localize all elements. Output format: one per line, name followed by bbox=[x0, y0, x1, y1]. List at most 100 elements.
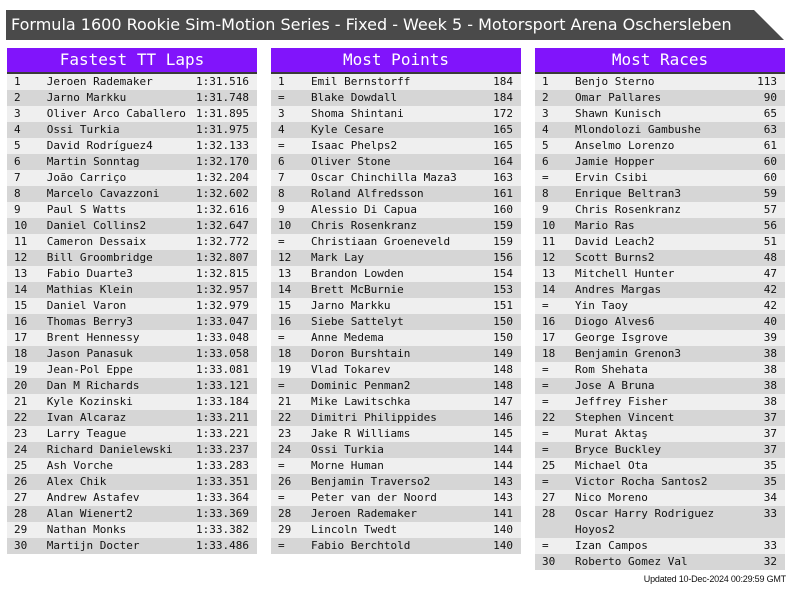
table-row: = Morne Human 144 bbox=[271, 458, 521, 474]
rank-cell: 7 bbox=[278, 171, 285, 184]
value-cell: 159 bbox=[493, 219, 513, 232]
rank-cell: 11 bbox=[542, 235, 556, 248]
rank-cell: 17 bbox=[542, 331, 556, 344]
value-cell: 1:33.486 bbox=[196, 539, 249, 552]
name-cell: Yin Taoy bbox=[575, 299, 628, 312]
rank-cell: 6 bbox=[14, 155, 21, 168]
rank-cell: = bbox=[278, 235, 285, 248]
value-cell: 1:33.048 bbox=[196, 331, 249, 344]
name-cell: Richard Danielewski bbox=[46, 443, 173, 456]
value-cell: 38 bbox=[763, 379, 777, 392]
table-row: = Anne Medema 150 bbox=[271, 330, 521, 346]
table-row: 20 Dan M Richards 1:33.121 bbox=[7, 378, 257, 394]
value-cell: 1:31.895 bbox=[196, 107, 249, 120]
value-cell: 150 bbox=[493, 331, 513, 344]
table-row: 18 Jason Panasuk 1:33.058 bbox=[7, 346, 257, 362]
value-cell: 63 bbox=[763, 123, 777, 136]
rank-cell: 16 bbox=[14, 315, 28, 328]
table-row: 18 Benjamin Grenon3 38 bbox=[535, 346, 785, 362]
table-row: 15 Jarno Markku 151 bbox=[271, 298, 521, 314]
table-row: 16 Siebe Sattelyt 150 bbox=[271, 314, 521, 330]
rank-cell: 30 bbox=[14, 539, 28, 552]
table-row: 3 Shawn Kunisch 65 bbox=[535, 106, 785, 122]
rank-cell: 1 bbox=[278, 75, 285, 88]
rank-cell: 23 bbox=[14, 427, 28, 440]
name-cell: Oliver Stone bbox=[311, 155, 391, 168]
table-row: 8 Marcelo Cavazzoni 1:32.602 bbox=[7, 186, 257, 202]
value-cell: 1:33.121 bbox=[196, 379, 249, 392]
panel-most-points: Most Points 1 Emil Bernstorff 184 = Blake Do… bbox=[271, 48, 521, 554]
rank-cell: 1 bbox=[542, 75, 549, 88]
rank-cell: 4 bbox=[278, 123, 285, 136]
rank-cell: 20 bbox=[14, 379, 28, 392]
rank-cell: 29 bbox=[14, 523, 28, 536]
table-row: 11 Cameron Dessaix 1:32.772 bbox=[7, 234, 257, 250]
table-row: 6 Jamie Hopper 60 bbox=[535, 154, 785, 170]
table-row: 25 Ash Vorche 1:33.283 bbox=[7, 458, 257, 474]
name-cell: Shawn Kunisch bbox=[575, 107, 662, 120]
name-cell: Rom Shehata bbox=[575, 363, 648, 376]
rank-cell: 13 bbox=[14, 267, 28, 280]
value-cell: 38 bbox=[763, 363, 777, 376]
rank-cell: 5 bbox=[14, 139, 21, 152]
name-cell: Ivan Alcaraz bbox=[46, 411, 127, 424]
name-cell: Christiaan Groeneveld bbox=[311, 235, 451, 248]
value-cell: 141 bbox=[493, 507, 513, 520]
table-row: 13 Mitchell Hunter 47 bbox=[535, 266, 785, 282]
value-cell: 159 bbox=[493, 235, 513, 248]
table-row: 5 Anselmo Lorenzo 61 bbox=[535, 138, 785, 154]
rank-cell: 15 bbox=[14, 299, 28, 312]
panel-title: Most Races bbox=[535, 48, 785, 74]
value-cell: 156 bbox=[493, 251, 513, 264]
name-cell: Jose A Bruna bbox=[575, 379, 655, 392]
rank-cell: 27 bbox=[542, 491, 556, 504]
rank-cell: 11 bbox=[14, 235, 28, 248]
name-cell: Martin Sonntag bbox=[46, 155, 140, 168]
value-cell: 37 bbox=[763, 443, 777, 456]
table-row: = Izan Campos 33 bbox=[535, 538, 785, 554]
value-cell: 1:32.772 bbox=[196, 235, 249, 248]
name-cell: Mathias Klein bbox=[46, 283, 133, 296]
results-table: 1 Jeroen Rademaker 1:31.516 2 Jarno Markku 1:… bbox=[7, 74, 257, 554]
table-row: 19 Jean-Pol Eppe 1:33.081 bbox=[7, 362, 257, 378]
rank-cell: = bbox=[542, 475, 549, 488]
table-row: = Rom Shehata 38 bbox=[535, 362, 785, 378]
value-cell: 1:32.647 bbox=[196, 219, 249, 232]
table-row: = Victor Rocha Santos2 35 bbox=[535, 474, 785, 490]
name-cell: Morne Human bbox=[311, 459, 384, 472]
value-cell: 37 bbox=[763, 411, 777, 424]
name-cell: Ossi Turkia bbox=[46, 123, 120, 136]
name-cell: Scott Burns2 bbox=[575, 251, 655, 264]
name-cell: Omar Pallares bbox=[575, 91, 662, 104]
name-cell: Brett McBurnie bbox=[311, 283, 404, 296]
value-cell: 153 bbox=[493, 283, 513, 296]
table-row: 3 Shoma Shintani 172 bbox=[271, 106, 521, 122]
rank-cell: 22 bbox=[14, 411, 28, 424]
table-row: 22 Dimitri Philippides 146 bbox=[271, 410, 521, 426]
name-cell: David Rodríguez4 bbox=[46, 139, 153, 152]
table-row: = Jose A Bruna 38 bbox=[535, 378, 785, 394]
rank-cell: 12 bbox=[542, 251, 556, 264]
value-cell: 140 bbox=[493, 539, 513, 552]
value-cell: 51 bbox=[763, 235, 777, 248]
rank-cell: = bbox=[278, 539, 285, 552]
name-cell: Dan M Richards bbox=[46, 379, 140, 392]
value-cell: 1:33.364 bbox=[196, 491, 249, 504]
rank-cell: = bbox=[542, 171, 549, 184]
table-row: 27 Nico Moreno 34 bbox=[535, 490, 785, 506]
name-cell: Stephen Vincent bbox=[575, 411, 675, 424]
name-cell: Ervin Csibi bbox=[575, 171, 648, 184]
value-cell: 143 bbox=[493, 491, 513, 504]
rank-cell: 25 bbox=[14, 459, 28, 472]
rank-cell: 18 bbox=[278, 347, 292, 360]
name-cell: João Carriço bbox=[46, 171, 127, 184]
name-cell: Ash Vorche bbox=[46, 459, 114, 472]
rank-cell: 26 bbox=[278, 475, 292, 488]
name-cell: Benjamin Grenon3 bbox=[575, 347, 681, 360]
rank-cell: 24 bbox=[14, 443, 28, 456]
rank-cell: = bbox=[542, 539, 549, 552]
name-cell: Jake R Williams bbox=[311, 427, 411, 440]
table-row: 19 Vlad Tokarev 148 bbox=[271, 362, 521, 378]
table-row: 26 Benjamin Traverso2 143 bbox=[271, 474, 521, 490]
rank-cell: 14 bbox=[278, 283, 292, 296]
